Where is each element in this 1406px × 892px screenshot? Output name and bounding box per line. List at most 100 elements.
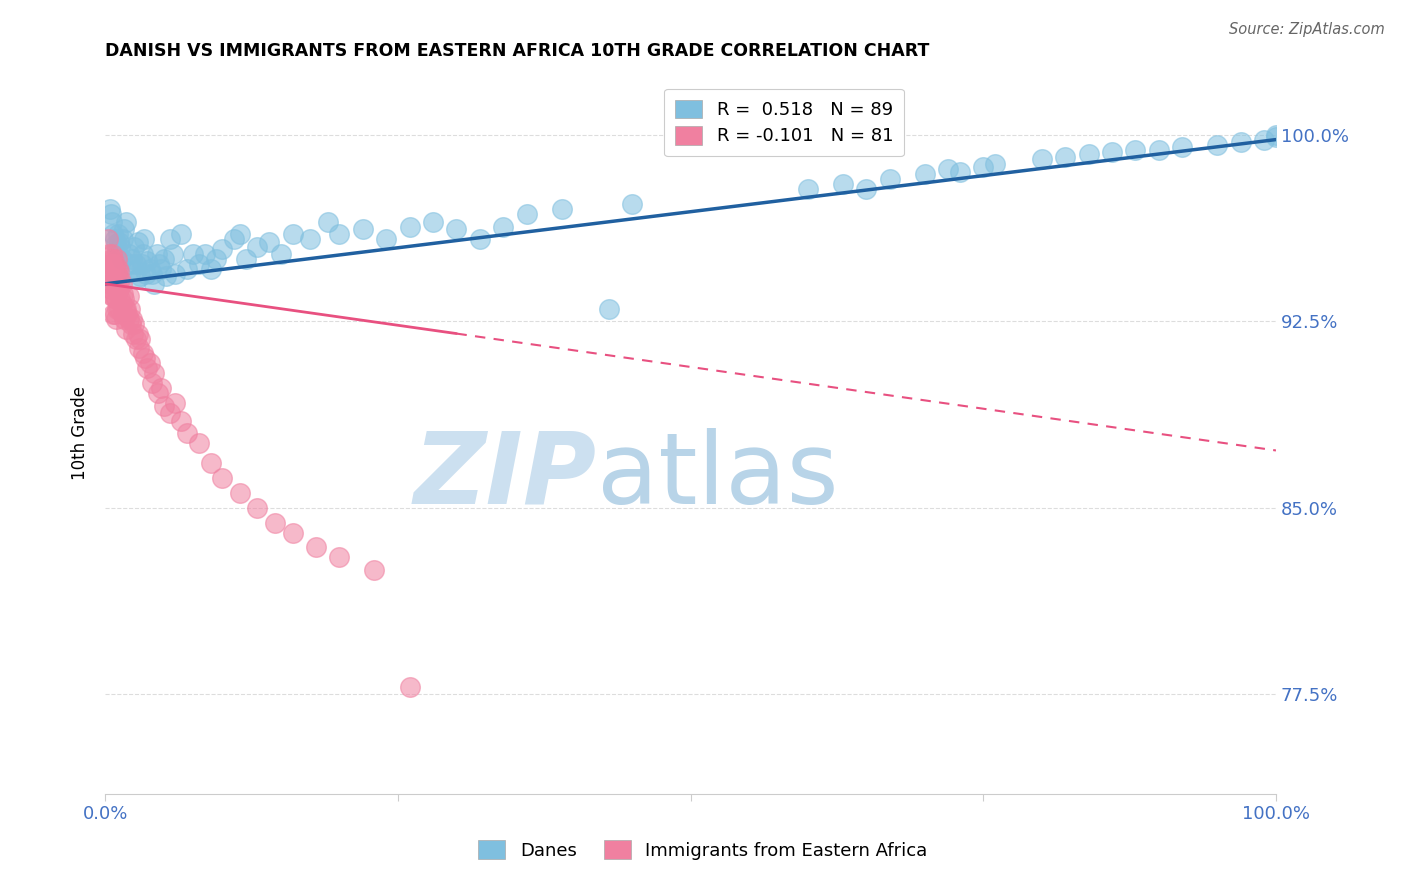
Point — [148, 257, 170, 271]
Point — [103, 227, 125, 241]
Point — [105, 252, 128, 266]
Point — [222, 232, 245, 246]
Point — [375, 232, 398, 246]
Point — [127, 326, 149, 341]
Point — [246, 239, 269, 253]
Point — [211, 471, 233, 485]
Point — [1125, 143, 1147, 157]
Text: DANISH VS IMMIGRANTS FROM EASTERN AFRICA 10TH GRADE CORRELATION CHART: DANISH VS IMMIGRANTS FROM EASTERN AFRICA… — [105, 42, 929, 60]
Point — [141, 376, 163, 391]
Point — [145, 247, 167, 261]
Point — [468, 232, 491, 246]
Point — [98, 267, 121, 281]
Point — [136, 254, 159, 268]
Point — [492, 219, 515, 234]
Point — [101, 257, 124, 271]
Point — [200, 261, 222, 276]
Point — [1230, 135, 1253, 149]
Point — [165, 267, 187, 281]
Point — [143, 277, 166, 291]
Legend: R =  0.518   N = 89, R = -0.101   N = 81: R = 0.518 N = 89, R = -0.101 N = 81 — [664, 88, 904, 156]
Y-axis label: 10th Grade: 10th Grade — [72, 386, 89, 480]
Point — [100, 207, 122, 221]
Point — [398, 219, 420, 234]
Point — [111, 232, 134, 246]
Point — [105, 244, 128, 259]
Point — [143, 367, 166, 381]
Point — [108, 301, 131, 316]
Point — [104, 237, 127, 252]
Point — [914, 168, 936, 182]
Point — [103, 307, 125, 321]
Point — [111, 286, 134, 301]
Point — [281, 227, 304, 241]
Point — [1265, 130, 1288, 145]
Point — [972, 160, 994, 174]
Point — [155, 269, 177, 284]
Point — [1206, 137, 1229, 152]
Point — [114, 301, 136, 316]
Point — [117, 307, 139, 321]
Point — [115, 301, 138, 316]
Point — [1171, 140, 1194, 154]
Point — [124, 239, 146, 253]
Point — [211, 242, 233, 256]
Point — [111, 307, 134, 321]
Point — [131, 247, 153, 261]
Point — [138, 261, 160, 276]
Point — [1147, 143, 1170, 157]
Point — [128, 342, 150, 356]
Point — [131, 257, 153, 271]
Point — [103, 289, 125, 303]
Point — [129, 269, 152, 284]
Point — [117, 311, 139, 326]
Point — [134, 351, 156, 366]
Point — [200, 456, 222, 470]
Point — [205, 252, 228, 266]
Point — [176, 425, 198, 440]
Point — [107, 227, 129, 241]
Point — [165, 396, 187, 410]
Point — [1077, 147, 1099, 161]
Point — [621, 197, 644, 211]
Point — [150, 261, 173, 276]
Point — [103, 307, 125, 321]
Point — [120, 317, 142, 331]
Point — [162, 247, 184, 261]
Point — [170, 227, 193, 241]
Text: atlas: atlas — [598, 428, 838, 524]
Point — [270, 247, 292, 261]
Point — [110, 277, 132, 291]
Point — [257, 235, 280, 249]
Point — [136, 361, 159, 376]
Point — [100, 282, 122, 296]
Point — [328, 550, 350, 565]
Point — [118, 301, 141, 316]
Point — [316, 214, 339, 228]
Legend: Danes, Immigrants from Eastern Africa: Danes, Immigrants from Eastern Africa — [471, 833, 935, 867]
Point — [141, 267, 163, 281]
Point — [110, 272, 132, 286]
Point — [516, 207, 538, 221]
Point — [103, 289, 125, 303]
Point — [110, 252, 132, 266]
Point — [170, 414, 193, 428]
Point — [98, 202, 121, 217]
Point — [101, 289, 124, 303]
Point — [135, 267, 157, 281]
Point — [110, 239, 132, 253]
Point — [125, 272, 148, 286]
Point — [229, 227, 252, 241]
Point — [855, 182, 877, 196]
Point — [159, 232, 181, 246]
Point — [132, 232, 155, 246]
Point — [363, 563, 385, 577]
Point — [598, 301, 620, 316]
Point — [110, 296, 132, 310]
Point — [120, 264, 142, 278]
Point — [181, 247, 204, 261]
Point — [104, 264, 127, 278]
Point — [112, 222, 135, 236]
Point — [150, 381, 173, 395]
Point — [129, 332, 152, 346]
